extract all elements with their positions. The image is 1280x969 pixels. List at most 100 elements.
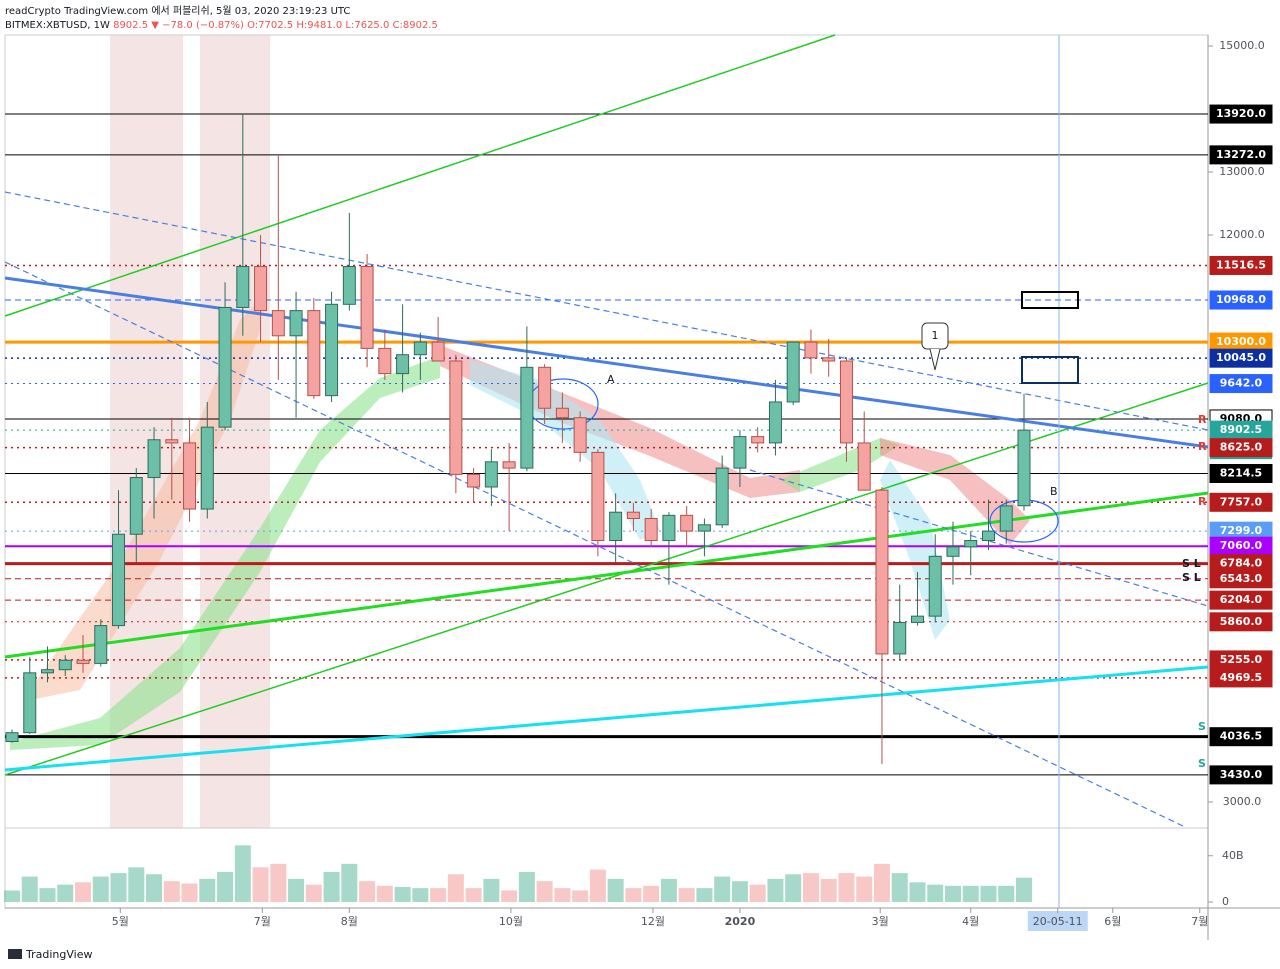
candle-body <box>271 310 285 337</box>
volume-bar <box>980 885 997 902</box>
volume-bar <box>359 881 376 902</box>
price-tag <box>1209 765 1273 785</box>
callout-pointer <box>929 348 941 371</box>
volume-bar <box>57 884 74 902</box>
candle-body <box>1017 429 1031 507</box>
candle-body <box>822 357 836 362</box>
volume-bar <box>678 888 695 902</box>
candle-body <box>662 514 676 542</box>
ribbon <box>470 360 660 540</box>
volume-bar <box>430 888 447 902</box>
y-tick-label: 3000.0 <box>1223 795 1262 808</box>
volume-bar <box>465 888 482 902</box>
candle-body <box>538 366 552 409</box>
volume-bar <box>75 882 92 902</box>
volume-bar <box>802 873 819 902</box>
x-tick-label: 4월 <box>962 915 979 928</box>
candle-body <box>502 461 516 469</box>
volume-bar <box>643 885 660 902</box>
candle-body <box>413 341 427 356</box>
x-tick-label: 8월 <box>341 915 358 928</box>
candle-body <box>218 306 232 428</box>
volume-bar <box>767 878 784 902</box>
symbol: BITMEX:XBTUSD, 1W <box>5 20 110 31</box>
candle-body <box>183 442 197 510</box>
x-tick-label: 5월 <box>112 915 129 928</box>
volume-bar <box>909 882 926 902</box>
candle-body <box>928 555 942 617</box>
candle-body <box>555 407 569 419</box>
price-tag-label: 13272.0 <box>1216 148 1266 161</box>
volume-bar <box>1016 877 1032 902</box>
volume-bar <box>110 873 127 902</box>
x-tick-label: 7월 <box>1191 915 1208 928</box>
price-tag-label: 6204.0 <box>1220 593 1263 606</box>
volume-bar <box>92 876 109 902</box>
volume-bar <box>820 878 837 902</box>
candle-body <box>484 461 498 488</box>
price-tag-label: 11516.5 <box>1216 258 1266 271</box>
box <box>1021 291 1079 309</box>
candle-body <box>467 473 481 488</box>
volume-bar <box>731 881 748 902</box>
candle-body <box>94 625 108 664</box>
price-tag-label: 7299.0 <box>1220 524 1263 537</box>
trend-line <box>4 276 1209 449</box>
candle-body <box>981 530 995 542</box>
volume-bar <box>873 863 890 902</box>
volume-bar <box>554 888 571 902</box>
header-line1: readCrypto TradingView.com 에서 퍼블리쉬, 5월 0… <box>5 5 350 17</box>
price-tag <box>1209 438 1273 458</box>
volume-bar <box>323 871 340 902</box>
price-tag <box>1209 590 1273 610</box>
price-tag-label: 7060.0 <box>1220 539 1263 552</box>
volume-bar <box>394 886 411 902</box>
candle-body <box>431 341 445 362</box>
ribbon <box>880 438 1030 545</box>
x-tick-label: 6월 <box>1104 915 1121 928</box>
price-tag-label: 8625.0 <box>1220 441 1263 454</box>
price-tag <box>1209 492 1273 512</box>
price-tag-label: 5255.0 <box>1220 653 1263 666</box>
price-tag <box>1209 145 1273 165</box>
candle-body <box>200 426 214 510</box>
candle-body <box>644 517 658 542</box>
change: ▼ −78.0 (−0.87%) <box>151 20 244 31</box>
x-tick-label: 12월 <box>641 915 665 928</box>
price-tag-label: 6543.0 <box>1220 572 1263 585</box>
logo <box>8 949 22 959</box>
volume-bar <box>412 888 429 902</box>
price-tag-label: 8214.5 <box>1220 466 1262 479</box>
trend-line <box>4 191 1209 431</box>
volume-bar <box>146 874 163 902</box>
volume-bar <box>199 878 216 902</box>
candle-body <box>591 451 605 542</box>
candle-body <box>875 489 889 655</box>
price-tag-label: 13920.0 <box>1216 107 1266 120</box>
x-tick-label: 10월 <box>499 915 523 928</box>
volume-bar <box>288 878 305 902</box>
annotation: R <box>1198 440 1207 453</box>
volume-bar <box>252 867 269 902</box>
candle-body <box>289 310 303 337</box>
annotation: S L <box>1182 571 1201 584</box>
trend-line <box>4 34 836 317</box>
volume-tick-label: 40B <box>1222 849 1244 862</box>
volume-bar <box>341 863 358 902</box>
volume-bar <box>163 881 180 902</box>
candle-body <box>733 436 747 469</box>
candle-body <box>254 266 268 312</box>
candle-body <box>609 511 623 542</box>
volume-bar <box>501 890 518 902</box>
y-tick-label: 15000.0 <box>1219 39 1265 52</box>
last-price: 8902.5 <box>113 20 148 31</box>
candle-body <box>41 669 55 674</box>
y-tick-label: 12000.0 <box>1219 228 1265 241</box>
price-tag <box>1209 612 1273 632</box>
volume-bar <box>572 890 589 902</box>
candle-body <box>112 533 126 627</box>
candle-body <box>626 511 640 519</box>
volume-bar <box>998 885 1015 902</box>
price-tag-label: 10300.0 <box>1216 335 1266 348</box>
